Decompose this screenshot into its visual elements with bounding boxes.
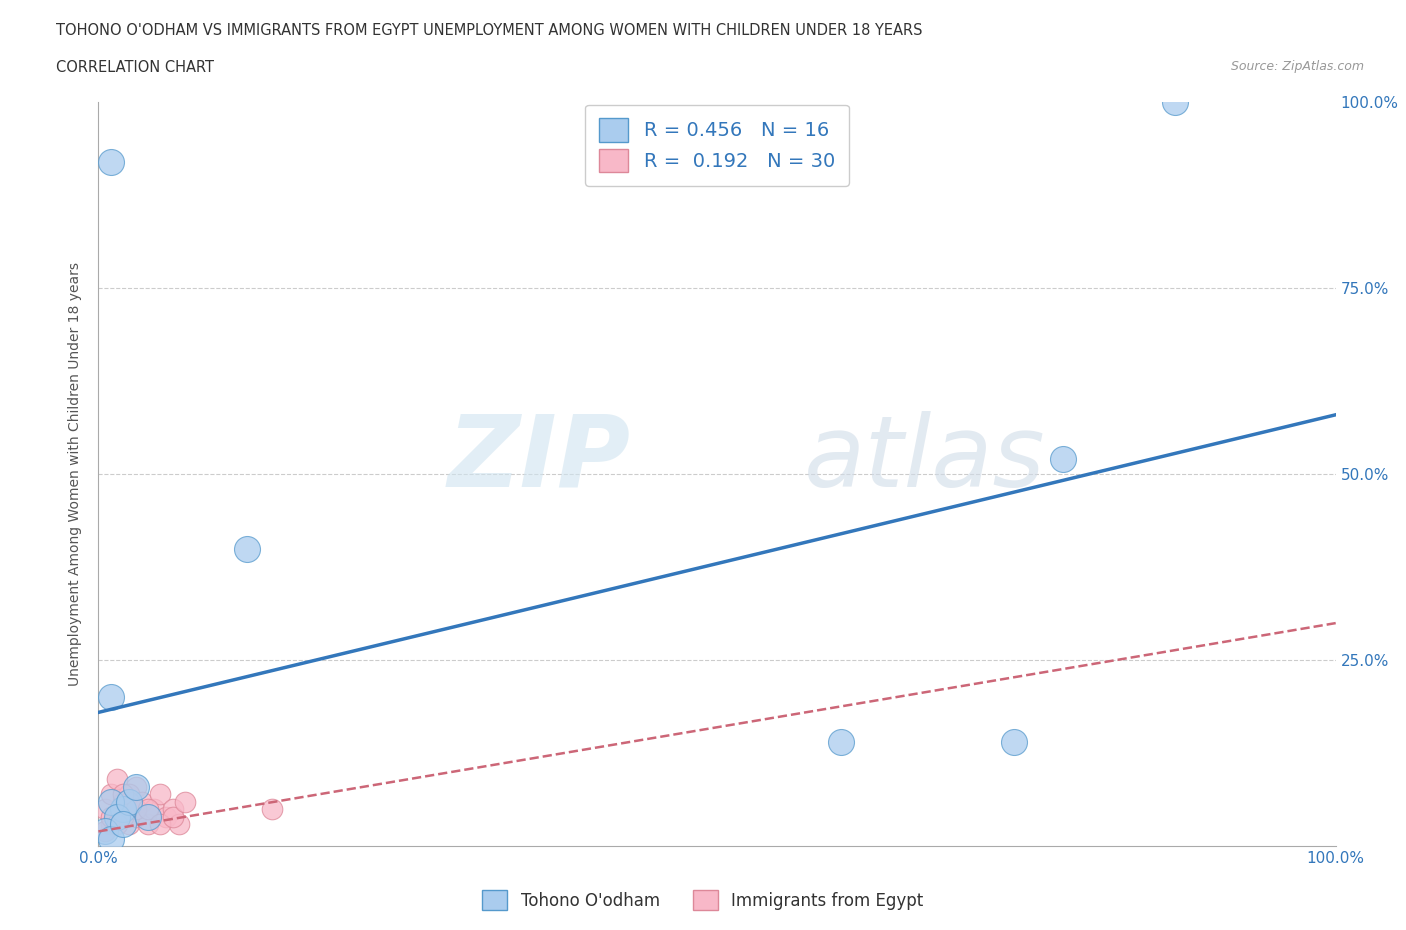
Point	[93, 802, 115, 817]
Point	[1002, 735, 1025, 750]
Point	[112, 794, 135, 809]
Point	[118, 794, 141, 809]
Point	[124, 802, 146, 817]
Point	[136, 817, 159, 831]
Point	[112, 817, 135, 831]
Text: TOHONO O'ODHAM VS IMMIGRANTS FROM EGYPT UNEMPLOYMENT AMONG WOMEN WITH CHILDREN U: TOHONO O'ODHAM VS IMMIGRANTS FROM EGYPT …	[56, 23, 922, 38]
Point	[1164, 95, 1187, 110]
Point	[105, 809, 128, 824]
Text: ZIP: ZIP	[447, 411, 630, 508]
Point	[100, 690, 122, 705]
Point	[118, 794, 141, 809]
Legend: R = 0.456   N = 16, R =  0.192   N = 30: R = 0.456 N = 16, R = 0.192 N = 30	[585, 104, 849, 186]
Point	[149, 817, 172, 831]
Point	[260, 802, 283, 817]
Point	[105, 809, 128, 824]
Point	[93, 824, 115, 839]
Point	[100, 794, 122, 809]
Point	[100, 154, 122, 169]
Point	[131, 794, 153, 809]
Text: atlas: atlas	[804, 411, 1045, 508]
Point	[118, 787, 141, 802]
Point	[124, 779, 146, 794]
Text: CORRELATION CHART: CORRELATION CHART	[56, 60, 214, 75]
Point	[100, 809, 122, 824]
Text: Source: ZipAtlas.com: Source: ZipAtlas.com	[1230, 60, 1364, 73]
Point	[112, 787, 135, 802]
Point	[174, 794, 197, 809]
Point	[105, 817, 128, 831]
Legend: Tohono O'odham, Immigrants from Egypt: Tohono O'odham, Immigrants from Egypt	[475, 884, 931, 917]
Point	[136, 802, 159, 817]
Point	[830, 735, 852, 750]
Point	[236, 541, 259, 556]
Point	[162, 809, 184, 824]
Point	[167, 817, 190, 831]
Point	[118, 817, 141, 831]
Point	[100, 787, 122, 802]
Point	[149, 787, 172, 802]
Point	[112, 802, 135, 817]
Point	[112, 802, 135, 817]
Point	[1052, 452, 1074, 467]
Point	[162, 802, 184, 817]
Point	[112, 809, 135, 824]
Point	[105, 772, 128, 787]
Point	[124, 809, 146, 824]
Point	[143, 802, 166, 817]
Point	[100, 817, 122, 831]
Point	[136, 809, 159, 824]
Point	[155, 809, 177, 824]
Y-axis label: Unemployment Among Women with Children Under 18 years: Unemployment Among Women with Children U…	[69, 262, 83, 686]
Point	[100, 831, 122, 846]
Point	[93, 824, 115, 839]
Point	[124, 779, 146, 794]
